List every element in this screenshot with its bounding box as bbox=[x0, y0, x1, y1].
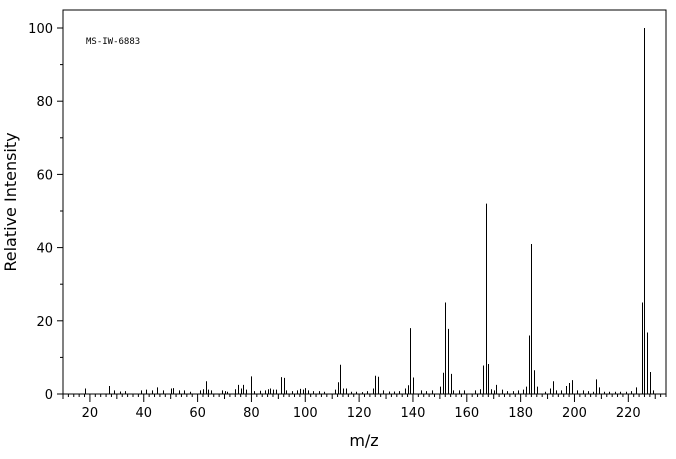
x-tick-label: 220 bbox=[616, 406, 641, 421]
x-tick-label: 60 bbox=[189, 406, 206, 421]
x-tick-label: 20 bbox=[82, 406, 99, 421]
x-tick-label: 80 bbox=[243, 406, 260, 421]
y-axis-ticks: 0 20 40 60 80 100 bbox=[28, 22, 63, 403]
y-tick-label: 60 bbox=[36, 168, 53, 183]
y-tick-label: 100 bbox=[28, 22, 53, 37]
x-tick-label: 180 bbox=[508, 406, 533, 421]
y-tick-label: 80 bbox=[36, 95, 53, 110]
y-tick-label: 40 bbox=[36, 242, 53, 257]
x-axis-label: m/z bbox=[349, 431, 378, 450]
spectrum-peaks bbox=[85, 28, 654, 394]
x-tick-label: 40 bbox=[135, 406, 152, 421]
x-tick-label: 160 bbox=[454, 406, 479, 421]
y-axis-label: Relative Intensity bbox=[1, 132, 20, 271]
spectrum-id-annotation: MS-IW-6883 bbox=[86, 37, 140, 47]
x-tick-label: 120 bbox=[347, 406, 372, 421]
x-axis-ticks: 20 40 60 80 100 120 140 160 180 200 220 bbox=[62, 394, 667, 421]
x-tick-label: 100 bbox=[293, 406, 318, 421]
y-tick-label: 20 bbox=[36, 315, 53, 330]
plot-area-frame bbox=[62, 9, 667, 395]
x-tick-label: 140 bbox=[401, 406, 426, 421]
y-tick-label: 0 bbox=[45, 388, 53, 403]
x-tick-label: 200 bbox=[562, 406, 587, 421]
